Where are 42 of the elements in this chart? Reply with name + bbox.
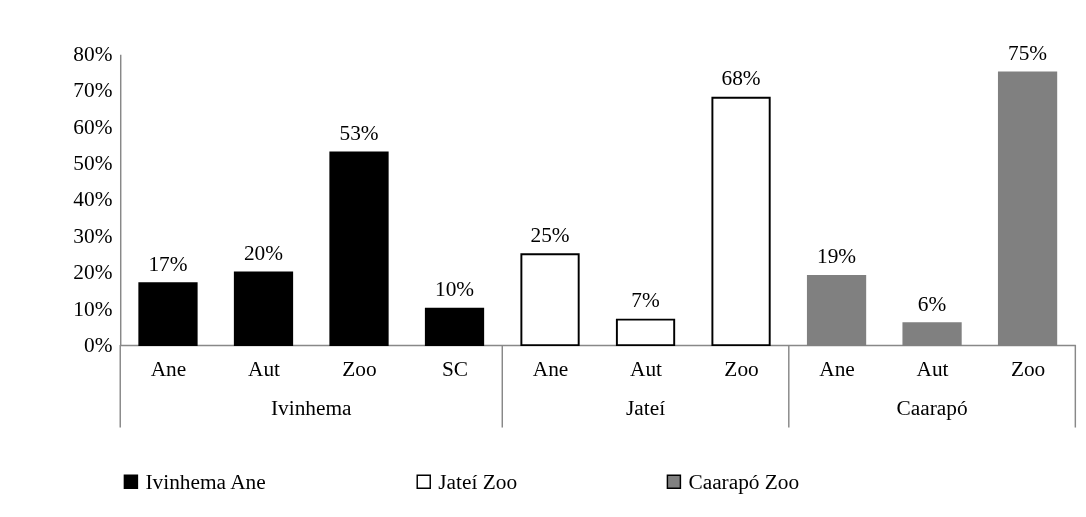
data-label: 6% — [917, 291, 947, 316]
text: Jateí — [625, 395, 666, 420]
data-label: 68% — [721, 66, 761, 91]
x-tick-label: Ane — [150, 356, 187, 381]
data-label: 53% — [339, 120, 379, 145]
x-tick-label: Zoo — [1010, 356, 1046, 381]
y-tick-label: 30% — [73, 223, 113, 248]
data-label: 20% — [243, 240, 284, 265]
data-label: 25% — [530, 222, 570, 247]
data-label: 19% — [817, 244, 857, 269]
y-tick-label: 80% — [73, 42, 113, 66]
bar — [711, 96, 771, 347]
text: Ivinhema — [270, 395, 353, 420]
bar — [233, 271, 294, 347]
bar — [138, 282, 198, 347]
legend-label: Caarapó Zoo — [688, 469, 800, 494]
x-tick-label: Aut — [916, 356, 949, 381]
data-label: 10% — [434, 277, 475, 302]
bar — [615, 318, 676, 347]
bar — [424, 307, 485, 347]
x-tick-label: Zoo — [342, 356, 377, 381]
x-tick-label: Ane — [819, 356, 855, 381]
y-tick-label: 60% — [73, 114, 113, 139]
y-tick-label: 10% — [73, 296, 113, 321]
y-tick-label: 50% — [73, 151, 113, 176]
y-tick-label: 70% — [73, 78, 113, 103]
x-tick-label: SC — [441, 356, 469, 381]
data-label: 7% — [631, 288, 660, 313]
legend-label: Ivinhema Ane — [145, 469, 266, 494]
data-label: 17% — [148, 251, 188, 276]
data-label: 75% — [1008, 40, 1048, 65]
bar — [329, 151, 389, 347]
bar — [520, 253, 580, 347]
x-tick-label: Zoo — [724, 356, 759, 381]
legend-label: Jateí Zoo — [438, 469, 518, 494]
x-tick-label: Ane — [532, 356, 569, 381]
x-tick-label: Aut — [247, 356, 281, 381]
y-tick-label: 0% — [84, 332, 113, 357]
x-tick-label: Aut — [630, 356, 663, 381]
y-tick-label: 20% — [73, 260, 113, 285]
text: Caarapó — [896, 395, 968, 420]
y-tick-label: 40% — [73, 187, 113, 212]
